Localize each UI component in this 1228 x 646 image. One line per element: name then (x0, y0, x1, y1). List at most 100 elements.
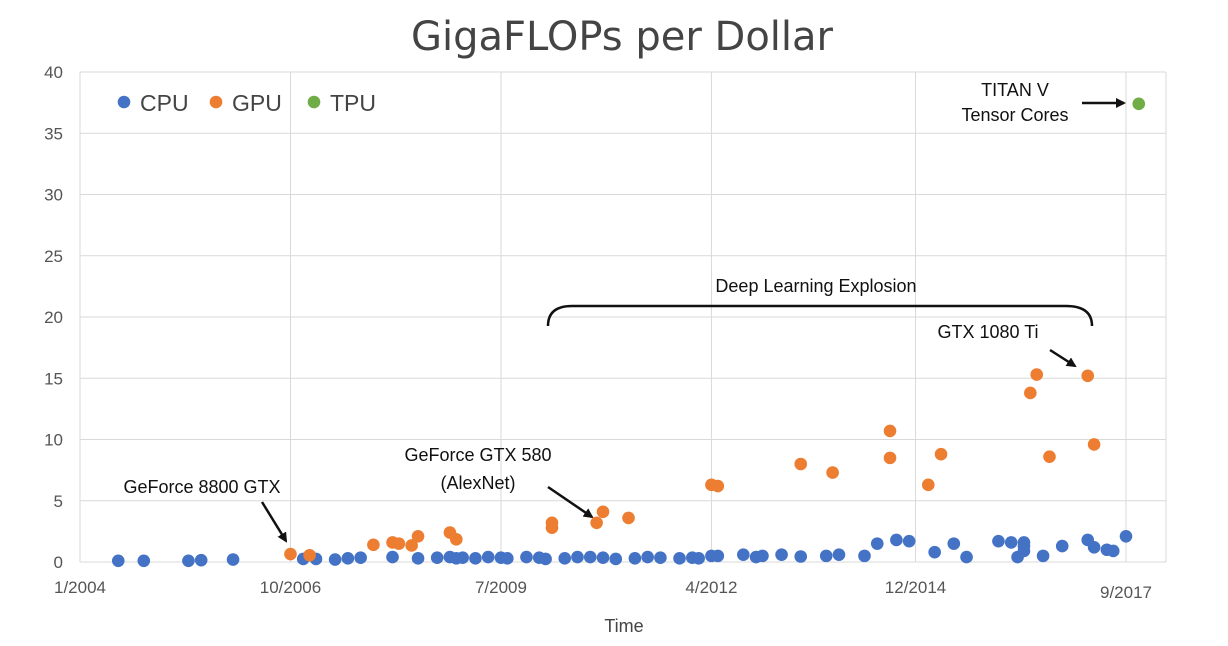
cpu-point (794, 550, 808, 563)
legend-label: GPU (232, 90, 282, 116)
cpu-point (1119, 529, 1133, 543)
annotation-label: (AlexNet) (440, 473, 515, 493)
cpu-point (1004, 536, 1018, 549)
cpu-point (992, 534, 1005, 548)
annotation-label: GeForce GTX 580 (404, 445, 551, 465)
cpu-point (641, 550, 654, 564)
gpu-point (284, 547, 297, 561)
cpu-point (571, 550, 584, 564)
annotation-arrow (1049, 348, 1077, 368)
cpu-point (890, 533, 903, 547)
gpu-point (545, 521, 559, 534)
cpu-point (539, 552, 552, 566)
x-tick-label: 7/2009 (475, 578, 527, 597)
gpu-point (405, 539, 418, 552)
cpu-point (430, 551, 444, 565)
point-layer (111, 97, 1146, 568)
cpu-point (737, 548, 750, 561)
gpu-point (622, 511, 635, 525)
gpu-point (711, 479, 725, 493)
legend-marker (209, 95, 223, 109)
gpu-point (826, 466, 839, 479)
cpu-point (1087, 541, 1101, 554)
legend-marker (307, 95, 321, 109)
cpu-point (328, 553, 342, 566)
cpu-point (654, 551, 667, 565)
gpu-point (934, 447, 948, 461)
cpu-point (1055, 539, 1069, 553)
gpu-point (303, 548, 316, 562)
cpu-point (673, 552, 686, 565)
annotation-arrow (547, 485, 594, 519)
chart-title: GigaFLOPs per Dollar (411, 14, 834, 60)
annotation-label: Tensor Cores (961, 105, 1068, 125)
annotation-arrow (260, 501, 288, 543)
y-tick-label: 0 (54, 553, 63, 572)
y-tick-label: 35 (44, 124, 63, 143)
deep-learning-bracket (546, 304, 1094, 327)
gpu-point (450, 533, 463, 546)
cpu-point (947, 537, 961, 550)
cpu-point (858, 549, 871, 563)
legend-label: CPU (140, 90, 189, 116)
x-axis-label: Time (604, 616, 643, 636)
tpu-point (1132, 97, 1146, 111)
gpu-point (921, 478, 935, 492)
gpu-point (411, 529, 425, 543)
grid-layer (79, 71, 1167, 563)
annotation-label: GTX 1080 Ti (937, 322, 1038, 342)
axis-layer: 0 5 10 15 20 25 30 35 40 1/2004 10/2006 7/2009 4/201… (44, 63, 1152, 602)
legend-label: TPU (330, 90, 376, 116)
gpu-point (1030, 368, 1044, 381)
cpu-point (756, 549, 769, 563)
y-tick-label: 25 (44, 247, 63, 266)
cpu-point (928, 545, 941, 559)
gpu-point (883, 451, 897, 465)
gpu-point (367, 538, 380, 552)
gpu-point (1024, 386, 1037, 400)
cpu-point (870, 537, 884, 550)
gpu-point (590, 516, 603, 530)
cpu-point (386, 550, 399, 564)
cpu-point (558, 552, 572, 565)
x-tick-label: 1/2004 (54, 578, 106, 597)
cpu-point (902, 534, 916, 548)
cpu-point (194, 553, 208, 567)
cpu-point (711, 549, 725, 563)
bracket-layer: Deep Learning Explosion (546, 276, 1094, 327)
cpu-point (1036, 549, 1050, 563)
gpu-point (392, 537, 406, 550)
gpu-point (596, 505, 610, 519)
cpu-point (354, 551, 367, 565)
cpu-point (819, 549, 833, 563)
y-tick-label: 15 (44, 369, 63, 388)
cpu-point (775, 548, 788, 561)
y-tick-label: 20 (44, 308, 63, 327)
cpu-point (456, 551, 469, 565)
y-tick-label: 10 (44, 431, 63, 450)
x-tick-label: 12/2014 (885, 578, 946, 597)
cpu-point (1106, 544, 1120, 558)
cpu-point (692, 552, 705, 565)
y-tick-label: 40 (44, 63, 63, 82)
x-tick-label: 10/2006 (260, 578, 321, 597)
gpu-point (1081, 369, 1095, 383)
cpu-point (226, 553, 240, 566)
cpu-point (583, 550, 597, 564)
bracket-label: Deep Learning Explosion (715, 276, 916, 296)
cpu-point (469, 552, 482, 565)
cpu-point (960, 550, 973, 564)
cpu-point (1011, 550, 1024, 564)
cpu-point (501, 552, 514, 565)
legend-marker (117, 95, 131, 109)
annotation-label: TITAN V (981, 80, 1049, 100)
y-tick-label: 5 (54, 492, 63, 511)
cpu-point (411, 552, 425, 565)
cpu-point (341, 552, 355, 565)
gpu-point (883, 424, 897, 438)
x-tick-label: 4/2012 (685, 578, 737, 597)
y-tick-label: 30 (44, 186, 63, 205)
x-tick-label: 9/2017 (1100, 583, 1152, 602)
gpu-point (1087, 438, 1101, 451)
